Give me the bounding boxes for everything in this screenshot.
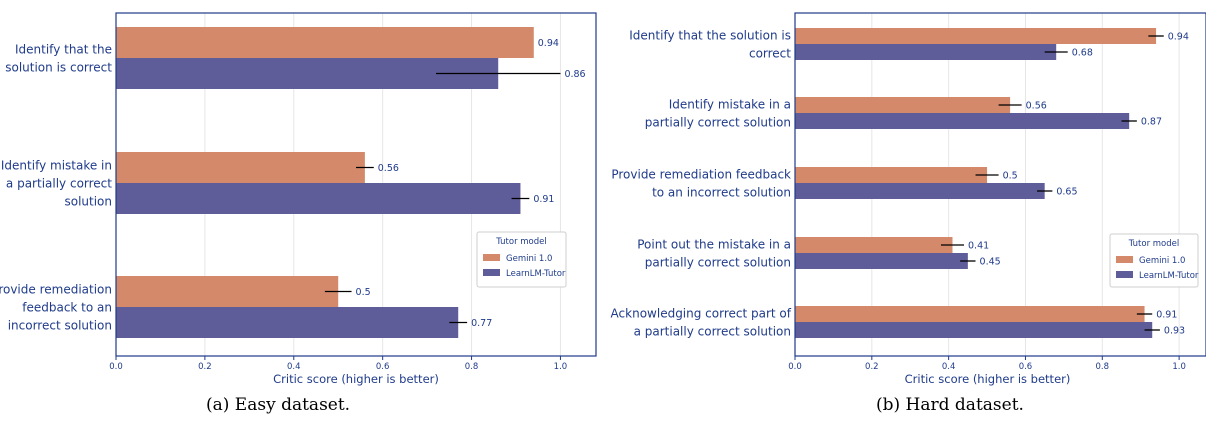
category-label: Identify mistake in a — [669, 98, 791, 112]
x-tick-label: 1.0 — [554, 362, 568, 372]
plot-frame — [115, 12, 597, 357]
bar — [795, 183, 1045, 199]
legend-swatch — [1116, 256, 1133, 263]
figure-caption: (b) Hard dataset. — [876, 395, 1024, 415]
category-label: partially correct solution — [645, 256, 791, 270]
bar — [116, 58, 499, 89]
bar — [116, 276, 339, 307]
x-tick-label: 0.6 — [376, 362, 390, 372]
category-label: Identify that the solution is — [629, 29, 791, 43]
x-axis-label: Critic score (higher is better) — [273, 372, 439, 386]
x-tick-label: 0.4 — [287, 362, 301, 372]
bar — [116, 307, 459, 338]
category-label: Acknowledging correct part of — [611, 307, 792, 321]
data-label: 0.5 — [356, 287, 371, 298]
legend-title: Tutor model — [1128, 239, 1180, 249]
data-label: 0.91 — [533, 194, 554, 205]
x-tick-label: 0.6 — [1019, 362, 1033, 372]
bar — [795, 167, 988, 183]
data-label: 0.68 — [1072, 48, 1093, 59]
legend-label: Gemini 1.0 — [1139, 256, 1185, 266]
category-label: a partially correct — [6, 177, 112, 191]
category-label: correct — [749, 47, 791, 61]
legend-swatch — [483, 269, 500, 276]
bar — [795, 97, 1011, 113]
category-label: solution is correct — [5, 61, 112, 75]
x-tick-label: 0.0 — [788, 362, 802, 372]
category-label: solution — [64, 195, 112, 209]
legend: Tutor model Gemini 1.0 LearnLM-Tutor — [476, 231, 567, 288]
figure-caption: (a) Easy dataset. — [206, 395, 350, 415]
bar — [795, 306, 1145, 322]
legend-title: Tutor model — [495, 237, 547, 247]
chart-panel-easy: 0.94 0.86 Identify that the solution is cor… — [0, 12, 597, 415]
x-tick-label: 0.8 — [465, 362, 479, 372]
x-tick-label: 0.4 — [942, 362, 956, 372]
category-label: partially correct solution — [645, 116, 791, 130]
x-tick-label: 0.2 — [865, 362, 879, 372]
category-label: to an incorrect solution — [652, 186, 791, 200]
x-tick-label: 0.2 — [198, 362, 212, 372]
data-label: 0.41 — [968, 241, 989, 252]
category-label: Point out the mistake in a — [637, 238, 791, 252]
category-label: incorrect solution — [8, 319, 112, 333]
category-label: Identify mistake in — [1, 159, 112, 173]
bar — [795, 113, 1130, 129]
bar — [795, 28, 1157, 44]
data-label: 0.94 — [1168, 32, 1189, 43]
plot-frame — [794, 12, 1206, 357]
bar — [795, 237, 953, 253]
bar — [116, 152, 365, 183]
data-label: 0.56 — [378, 163, 399, 174]
chart-panel-hard: 0.94 0.68 Identify that the solution is cor… — [611, 12, 1206, 415]
category-label: a partially correct solution — [634, 325, 791, 339]
x-tick-label: 0.0 — [109, 362, 123, 372]
x-tick-label: 0.8 — [1096, 362, 1110, 372]
data-label: 0.86 — [564, 69, 585, 80]
category-label: feedback to an — [22, 301, 112, 315]
data-label: 0.56 — [1026, 101, 1047, 112]
data-label: 0.94 — [538, 38, 559, 49]
category-label: Provide remediation — [0, 283, 112, 297]
data-label: 0.45 — [980, 257, 1001, 268]
data-label: 0.87 — [1141, 117, 1162, 128]
legend-label: LearnLM-Tutor — [506, 269, 566, 279]
data-label: 0.65 — [1056, 187, 1077, 198]
legend: Tutor model Gemini 1.0 LearnLM-Tutor — [1109, 233, 1199, 288]
legend-swatch — [483, 254, 500, 261]
bar — [116, 183, 521, 214]
category-label: Provide remediation feedback — [611, 168, 791, 182]
bar — [795, 253, 968, 269]
x-tick-label: 1.0 — [1172, 362, 1186, 372]
legend-label: LearnLM-Tutor — [1139, 271, 1199, 281]
bar — [795, 44, 1057, 60]
data-label: 0.5 — [1003, 171, 1018, 182]
legend-swatch — [1116, 271, 1133, 278]
bar — [795, 322, 1153, 338]
data-label: 0.93 — [1164, 326, 1185, 337]
bar — [116, 27, 534, 58]
data-label: 0.91 — [1156, 310, 1177, 321]
x-axis-label: Critic score (higher is better) — [905, 372, 1071, 386]
data-label: 0.77 — [471, 318, 492, 329]
category-label: Identify that the — [15, 43, 112, 57]
legend-label: Gemini 1.0 — [506, 254, 552, 264]
